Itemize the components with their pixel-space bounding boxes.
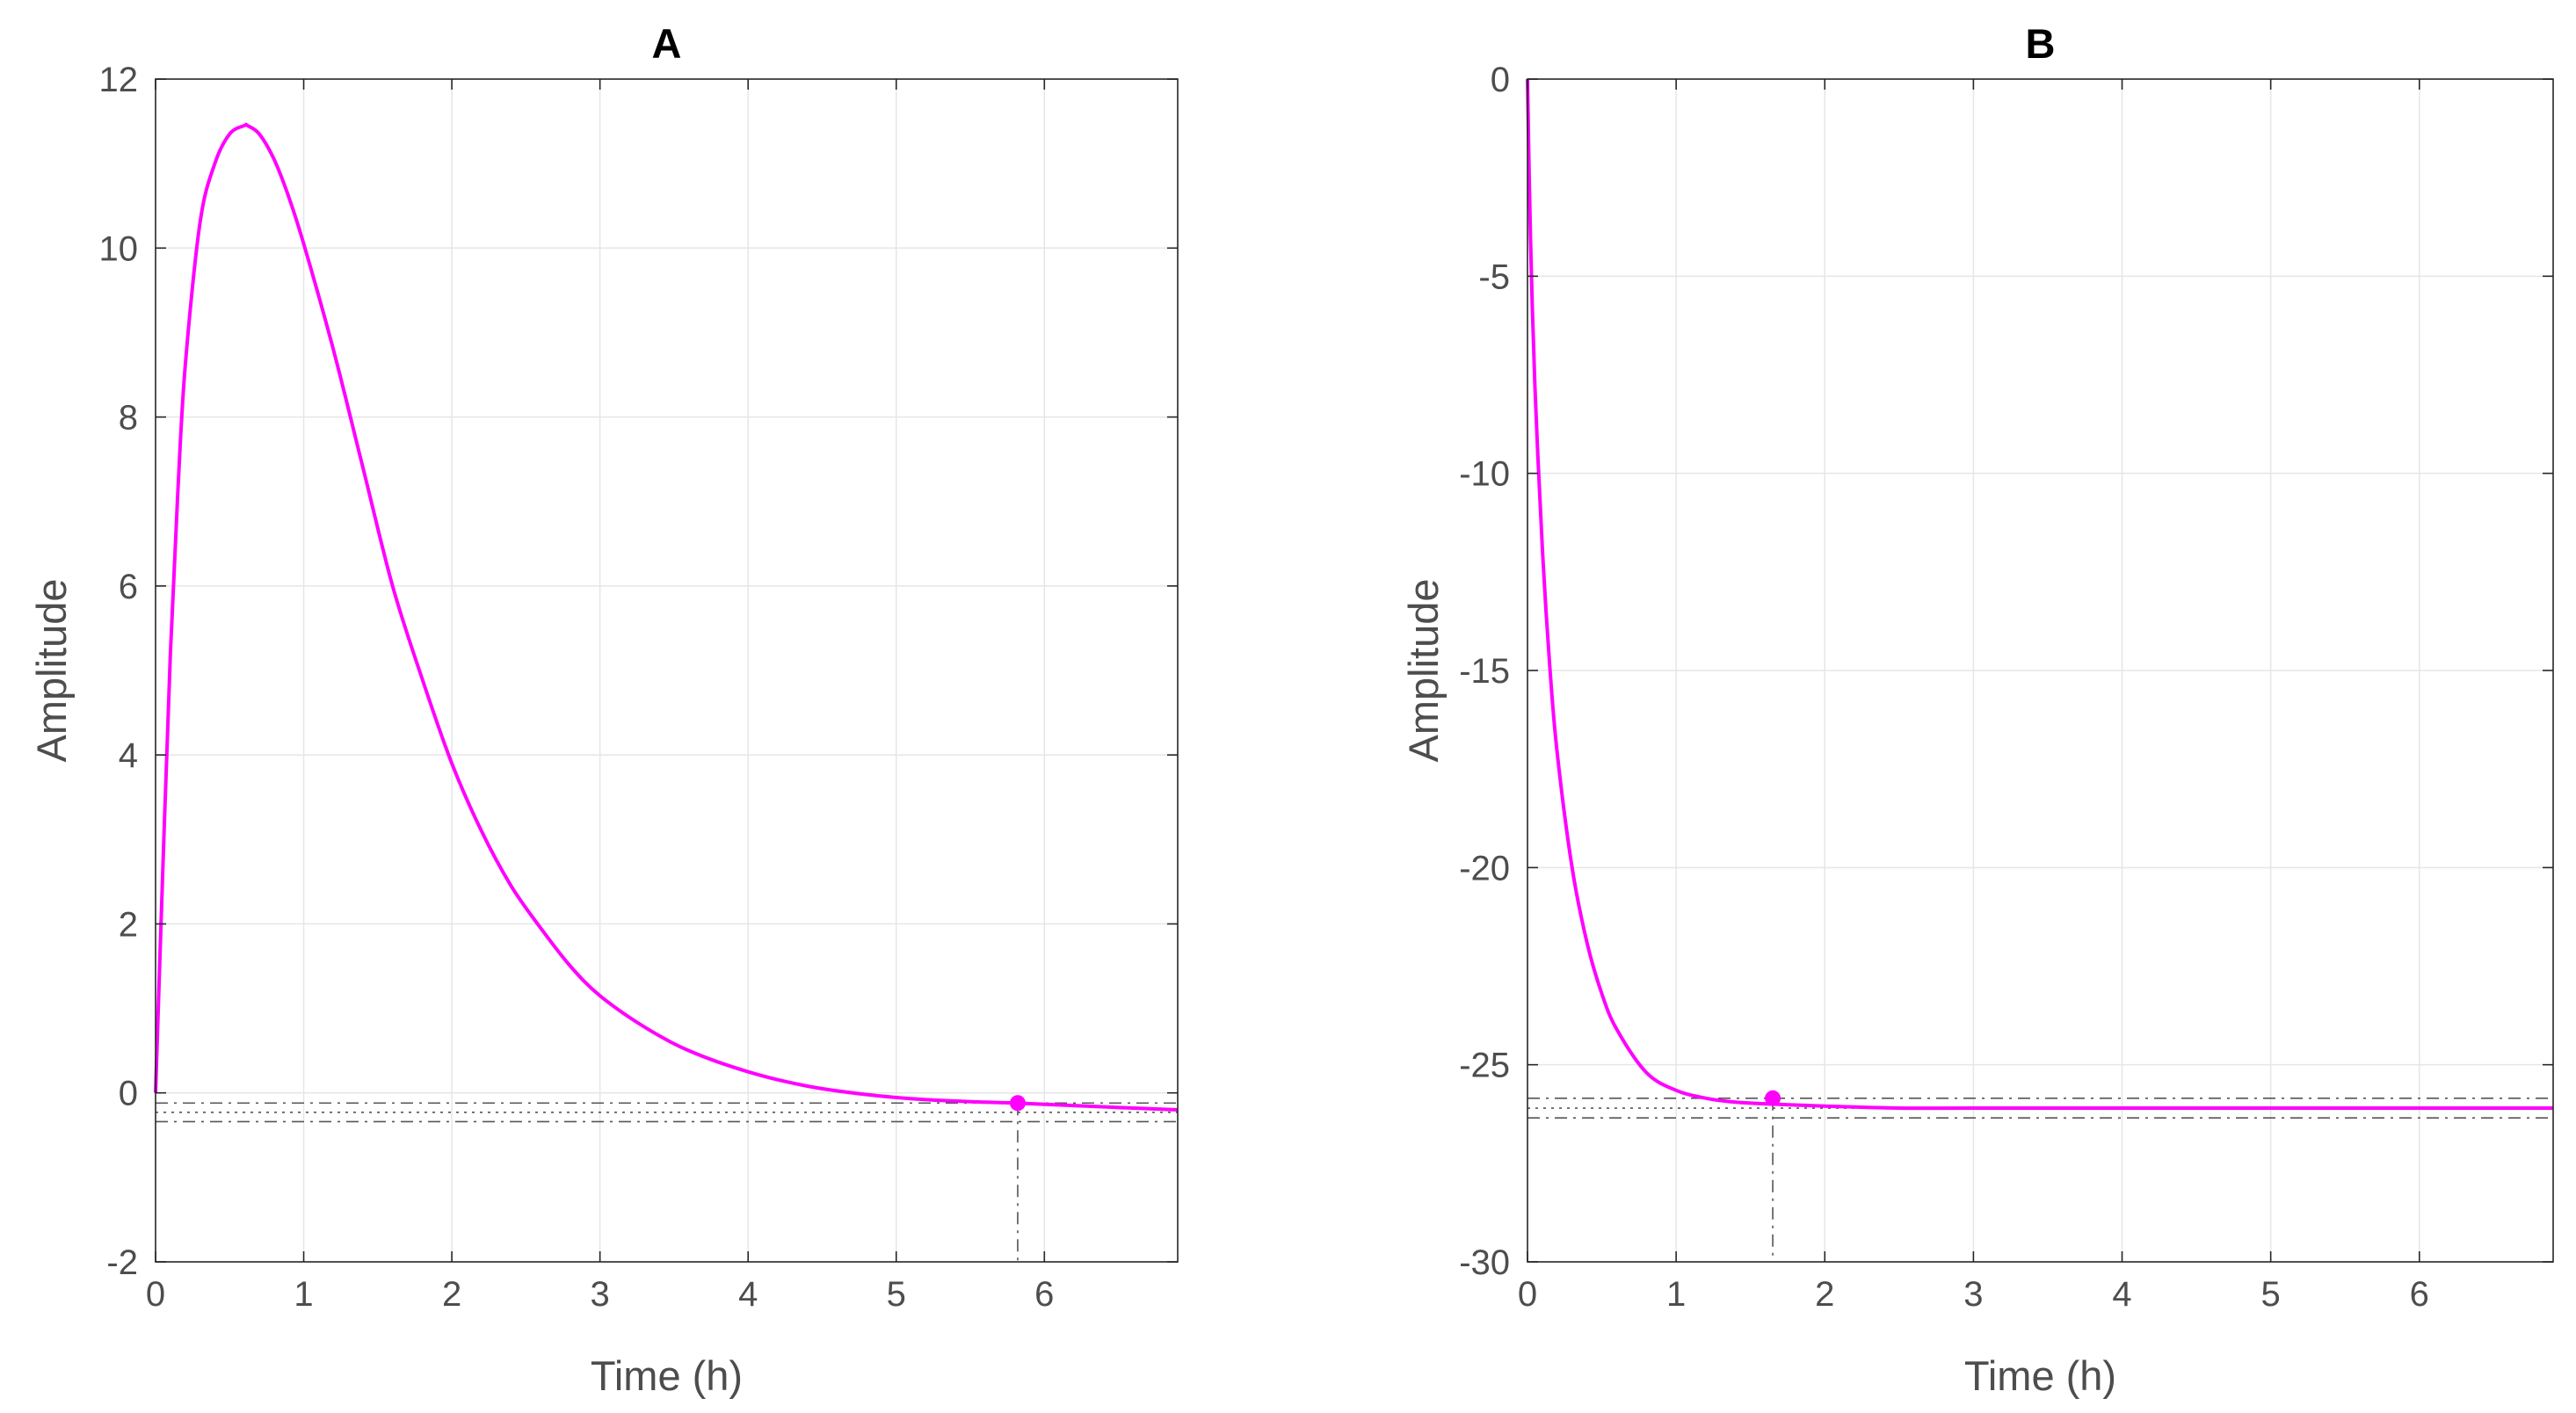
- y-tick-label: -15: [1459, 652, 1510, 691]
- y-tick-label: -10: [1459, 455, 1510, 494]
- y-tick-label: -25: [1459, 1047, 1510, 1085]
- series-line-a: [154, 122, 1179, 1112]
- y-tick-label: -5: [1478, 257, 1510, 296]
- settling-marker-a: [1009, 1095, 1026, 1112]
- chart-title-a: A: [652, 20, 682, 67]
- y-tick-label: 10: [99, 229, 139, 268]
- y-tick-label: 2: [119, 905, 138, 944]
- y-tick-label: -20: [1459, 849, 1510, 888]
- x-tick-label: 5: [887, 1275, 906, 1314]
- x-tick-label: 2: [1815, 1275, 1834, 1314]
- axes-frame-a: [155, 78, 1179, 1263]
- x-axis-label-a: Time (h): [591, 1352, 743, 1399]
- chart-title-b: B: [2026, 20, 2056, 67]
- y-tick-label: 6: [119, 568, 138, 606]
- y-tick-label: 0: [119, 1075, 138, 1113]
- x-tick-label: 1: [1666, 1275, 1686, 1314]
- x-ticks-b: 0 1 2 3 4 5 6: [1518, 79, 2429, 1314]
- y-tick-label: 0: [1491, 61, 1510, 99]
- settling-marker-b: [1765, 1090, 1781, 1106]
- x-axis-label-b: Time (h): [1964, 1352, 2116, 1399]
- y-tick-label: -2: [106, 1243, 138, 1282]
- y-tick-label: 12: [99, 61, 139, 99]
- x-tick-label: 3: [591, 1275, 610, 1314]
- x-tick-label: 2: [442, 1275, 461, 1314]
- x-tick-label: 1: [294, 1275, 313, 1314]
- x-tick-label: 5: [2261, 1275, 2281, 1314]
- y-ticks-b: -30 -25 -20 -15 -10 -5 0: [1459, 61, 2553, 1282]
- x-tick-label: 4: [738, 1275, 758, 1314]
- y-tick-label: -30: [1459, 1243, 1510, 1282]
- chart-panel-b: 0 1 2 3 4 5 6 -30 -25 -20 -15 -10 -5 0 B Time (h) Am…: [1400, 20, 2554, 1399]
- x-tick-label: 3: [1963, 1275, 1983, 1314]
- y-axis-label-b: Amplitude: [1400, 579, 1447, 763]
- grid-b: [1527, 79, 2553, 1262]
- y-axis-label-a: Amplitude: [28, 579, 75, 763]
- x-ticks-a: 0 1 2 3 4 5 6: [146, 79, 1054, 1314]
- y-tick-label: 8: [119, 399, 138, 438]
- x-tick-label: 6: [1034, 1275, 1054, 1314]
- grid-a: [156, 79, 1178, 1262]
- x-tick-label: 0: [146, 1275, 165, 1314]
- x-tick-label: 0: [1518, 1275, 1537, 1314]
- y-tick-label: 4: [119, 736, 138, 775]
- series-line-b: [1526, 78, 2553, 1111]
- x-tick-label: 4: [2112, 1275, 2131, 1314]
- x-tick-label: 6: [2410, 1275, 2429, 1314]
- y-ticks-a: -2 0 2 4 6 8 10 12: [99, 61, 1178, 1282]
